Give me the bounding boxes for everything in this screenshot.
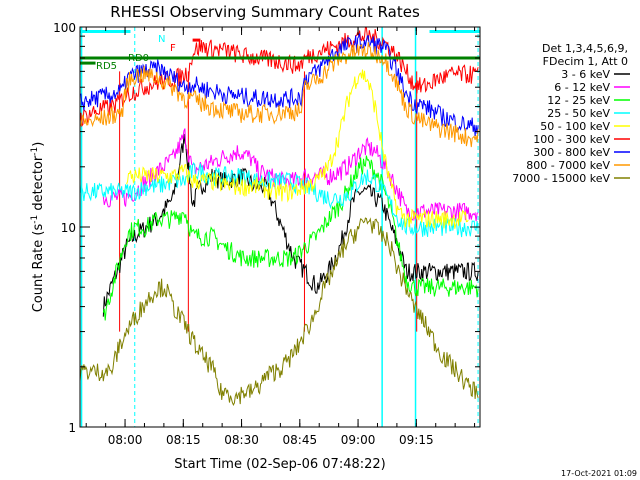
series-line-2 xyxy=(102,155,479,321)
y-tick-label-1: 10 xyxy=(61,221,76,235)
legend-label-2: 12 - 25 keV xyxy=(547,94,610,107)
flag-layer: NF RD0 RD5 xyxy=(80,29,480,72)
x-tick-label-1: 08:15 xyxy=(166,433,201,447)
series-line-0 xyxy=(102,133,479,317)
y-tick-label-0: 1 xyxy=(68,421,76,435)
flag-label-1: F xyxy=(170,43,176,54)
legend-label-1: 6 - 12 keV xyxy=(554,81,610,94)
y-tick-label-2: 100 xyxy=(53,21,76,35)
x-tick-label-2: 08:30 xyxy=(224,433,259,447)
x-tick-label-5: 09:15 xyxy=(399,433,434,447)
series-line-7 xyxy=(79,42,479,148)
legend-label-0: 3 - 6 keV xyxy=(561,68,610,81)
series-line-4 xyxy=(126,69,469,229)
flag-label-0: N xyxy=(158,34,165,45)
footer-timestamp: 17-Oct-2021 01:09 xyxy=(561,469,637,478)
legend-label-3: 25 - 50 keV xyxy=(547,107,610,120)
y-axis-label-exponent: -1 xyxy=(30,215,40,224)
y-axis-label-main: Count Rate (s xyxy=(31,224,46,313)
series-line-8 xyxy=(79,217,479,407)
chart-title: RHESSI Observing Summary Count Rates xyxy=(110,3,420,21)
y-axis-label-end: ) xyxy=(31,142,46,147)
x-tick-label-4: 09:00 xyxy=(341,433,376,447)
legend-header-0: Det 1,3,4,5,6,9, xyxy=(542,42,628,55)
x-tick-label-3: 08:45 xyxy=(283,433,318,447)
series-line-1 xyxy=(102,128,479,222)
series-line-5 xyxy=(79,26,479,128)
y-axis-label: Count Rate (s-1 detector-1) xyxy=(30,142,46,313)
flag-label-3: RD5 xyxy=(96,61,117,72)
legend-label-8: 7000 - 15000 keV xyxy=(512,172,610,185)
plot-layer xyxy=(79,26,479,427)
legend-header-1: FDecim 1, Att 0 xyxy=(543,55,628,68)
axis-layer: 08:00 08:15 08:30 08:45 09:00 09:15 1 10 100 xyxy=(53,21,480,447)
flag-label-2: RD0 xyxy=(128,53,149,64)
y-axis-label-tail: detector xyxy=(31,155,46,215)
legend: Det 1,3,4,5,6,9,FDecim 1, Att 03 - 6 keV… xyxy=(512,42,630,185)
x-tick-label-0: 08:00 xyxy=(108,433,143,447)
x-axis-label: Start Time (02-Sep-06 07:48:22) xyxy=(174,457,385,472)
y-axis-label-exponent-2: -1 xyxy=(30,147,40,156)
legend-label-5: 100 - 300 keV xyxy=(533,133,610,146)
series-line-6 xyxy=(79,33,479,136)
series-line-3 xyxy=(79,161,479,238)
legend-label-4: 50 - 100 keV xyxy=(540,120,610,133)
legend-label-6: 300 - 800 keV xyxy=(533,146,610,159)
legend-label-7: 800 - 7000 keV xyxy=(526,159,610,172)
